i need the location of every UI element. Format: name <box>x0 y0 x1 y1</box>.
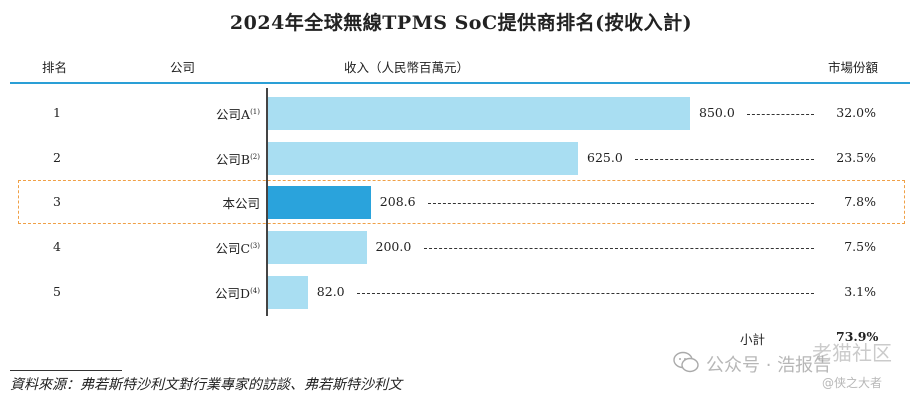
header-rule <box>10 82 910 84</box>
company-footnote-mark: (4) <box>250 286 260 295</box>
source-note: 資料來源：弗若斯特沙利文對行業專家的訪談、弗若斯特沙利文 <box>10 377 402 393</box>
bar <box>267 185 371 219</box>
leader-line <box>423 248 814 249</box>
bar <box>267 275 308 309</box>
company-label: 公司D(4) <box>215 286 260 301</box>
market-share-label: 3.1% <box>844 284 876 299</box>
market-share-label: 7.8% <box>844 194 876 209</box>
footnote-rule <box>10 370 122 371</box>
bar-value-label: 82.0 <box>316 284 345 299</box>
rank-label: 2 <box>53 150 61 165</box>
market-share-label: 32.0% <box>836 105 876 120</box>
bar <box>267 141 579 175</box>
company-footnote-mark: (2) <box>250 152 260 161</box>
company-label: 公司C(3) <box>215 241 261 256</box>
y-axis-line <box>266 88 268 316</box>
bar-value-label: 200.0 <box>375 239 412 254</box>
leader-line <box>427 203 814 204</box>
company-label: 公司A(1) <box>216 107 260 122</box>
header-company: 公司 <box>170 60 196 75</box>
subtotal-label: 小計 <box>740 332 766 347</box>
watermark-text: 公众号 · 浩报告 <box>706 355 832 376</box>
company-label: 公司B(2) <box>215 152 260 167</box>
bar-value-label: 208.6 <box>379 194 416 209</box>
bar <box>267 96 690 130</box>
leader-line <box>357 293 814 294</box>
rank-label: 1 <box>53 105 61 120</box>
rank-label: 5 <box>53 284 61 299</box>
subtotal-value: 73.9% <box>836 329 879 344</box>
rank-label: 3 <box>53 194 61 209</box>
watermark-community: 老猫社区 <box>812 341 892 365</box>
company-footnote-mark: (3) <box>250 241 260 250</box>
leader-line <box>747 114 814 115</box>
header-rank: 排名 <box>42 60 68 75</box>
chart-title: 2024年全球無線TPMS SoC提供商排名(按收入計) <box>229 12 693 34</box>
market-share-label: 23.5% <box>836 150 876 165</box>
highlight-box <box>18 180 905 224</box>
bar <box>267 230 367 264</box>
leader-line <box>635 159 814 160</box>
bar-value-label: 850.0 <box>699 105 735 120</box>
rank-label: 4 <box>53 239 61 254</box>
header-revenue: 收入（人民幣百萬元） <box>344 60 470 75</box>
watermark-handle: @侠之大者 <box>822 376 883 390</box>
company-footnote-mark: (1) <box>250 107 260 116</box>
header-share: 市場份額 <box>828 60 879 75</box>
company-label: 本公司 <box>222 196 260 211</box>
market-share-label: 7.5% <box>844 239 876 254</box>
wechat-icon <box>673 351 699 373</box>
bar-value-label: 625.0 <box>587 150 623 165</box>
